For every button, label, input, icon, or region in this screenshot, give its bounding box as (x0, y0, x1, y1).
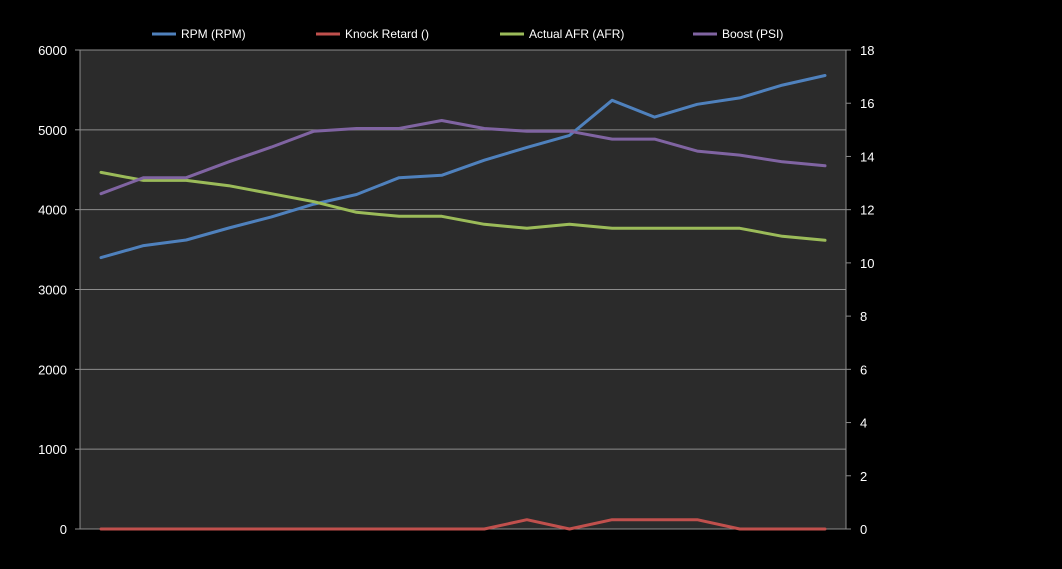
left-tick-label: 4000 (38, 203, 67, 218)
series-lines (99, 74, 827, 531)
right-tick-label: 14 (860, 149, 874, 164)
right-tick-label: 8 (860, 309, 867, 324)
legend: RPM (RPM) Knock Retard () Actual AFR (AFR)… (152, 27, 783, 41)
right-tick-label: 0 (860, 522, 867, 537)
right-axis: 0 2 4 6 8 10 12 14 16 18 (845, 43, 874, 537)
legend-label: RPM (RPM) (181, 27, 246, 41)
right-tick-label: 4 (860, 416, 867, 431)
right-tick-label: 12 (860, 203, 874, 218)
left-tick-label: 5000 (38, 123, 67, 138)
left-tick-label: 1000 (38, 442, 67, 457)
left-tick-label: 6000 (38, 43, 67, 58)
right-tick-label: 6 (860, 362, 867, 377)
right-tick-label: 18 (860, 43, 874, 58)
series-line-rpm-rpm (99, 74, 827, 260)
series-line-knock-retard (99, 518, 827, 531)
left-tick-label: 2000 (38, 362, 67, 377)
right-tick-label: 2 (860, 469, 867, 484)
left-tick-label: 3000 (38, 283, 67, 298)
left-axis: 0 1000 2000 3000 4000 5000 6000 (38, 43, 846, 537)
legend-label: Actual AFR (AFR) (529, 27, 624, 41)
left-tick-label: 0 (60, 522, 67, 537)
legend-label: Boost (PSI) (722, 27, 783, 41)
legend-label: Knock Retard () (345, 27, 429, 41)
gridlines (80, 49, 846, 450)
right-tick-label: 10 (860, 256, 874, 271)
series-line-actual-afr-afr (99, 170, 827, 242)
right-tick-label: 16 (860, 96, 874, 111)
series-line-boost-psi (99, 119, 827, 196)
